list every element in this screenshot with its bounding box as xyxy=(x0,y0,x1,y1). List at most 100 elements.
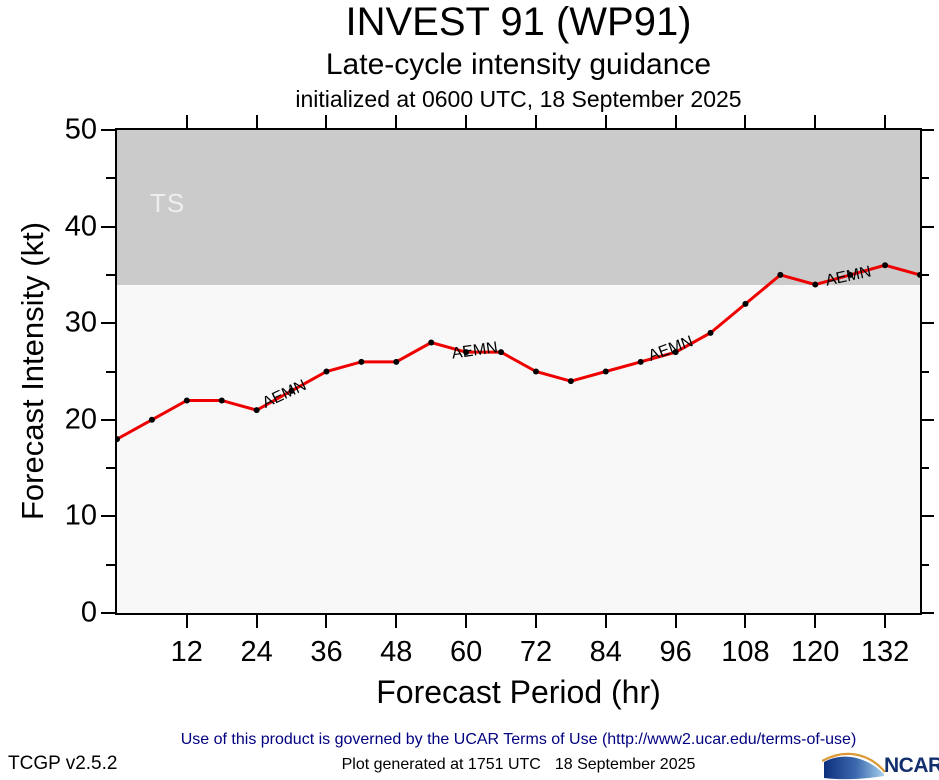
x-axis-title: Forecast Period (hr) xyxy=(376,674,661,710)
y-minor-tick-right xyxy=(920,370,929,373)
version-label: TCGP v2.5.2 xyxy=(8,753,118,774)
x-tick-top xyxy=(604,115,607,128)
data-point-marker xyxy=(777,271,784,278)
series-name-label: AEMN xyxy=(824,263,873,289)
x-tick-top xyxy=(255,115,258,128)
x-tick-bottom xyxy=(884,615,887,628)
y-minor-tick-right xyxy=(920,177,929,180)
x-tick-label: 48 xyxy=(380,636,413,668)
series-name-label: AEMN xyxy=(646,333,695,365)
x-tick-bottom xyxy=(395,615,398,628)
x-tick-top xyxy=(534,115,537,128)
y-tick-right xyxy=(920,418,934,421)
x-tick-label: 96 xyxy=(659,636,692,668)
data-point-marker xyxy=(183,397,190,404)
data-point-marker xyxy=(637,358,644,365)
ts-threshold-band xyxy=(117,130,920,285)
data-point-marker xyxy=(148,416,155,423)
y-tick-left xyxy=(101,322,115,325)
y-tick-label: 30 xyxy=(64,306,97,339)
data-point-marker xyxy=(567,378,574,385)
y-tick-left xyxy=(101,515,115,518)
y-minor-tick-left xyxy=(106,563,115,566)
y-tick-left xyxy=(101,225,115,228)
data-point-marker xyxy=(532,368,539,375)
ts-band-label: TS xyxy=(150,188,186,218)
ncar-logo: NCAR xyxy=(822,742,939,780)
x-tick-bottom xyxy=(814,615,817,628)
y-minor-tick-left xyxy=(106,177,115,180)
y-tick-right xyxy=(920,515,934,518)
init-time-line: initialized at 0600 UTC, 18 September 20… xyxy=(295,86,742,112)
series-name-label: AEMN xyxy=(451,339,499,362)
data-point-marker xyxy=(253,407,260,414)
y-minor-tick-right xyxy=(920,563,929,566)
x-tick-top xyxy=(674,115,677,128)
y-tick-left xyxy=(101,129,115,131)
x-tick-label: 132 xyxy=(860,636,910,668)
y-tick-label: 20 xyxy=(64,403,97,436)
data-point-marker xyxy=(463,349,470,356)
page-title: INVEST 91 (WP91) xyxy=(345,0,692,44)
x-tick-top xyxy=(395,115,398,128)
y-minor-tick-left xyxy=(106,467,115,470)
x-tick-label: 24 xyxy=(240,636,273,668)
data-point-marker xyxy=(742,300,749,307)
data-point-marker xyxy=(917,271,920,278)
data-point-marker xyxy=(847,271,854,278)
data-point-marker xyxy=(358,358,365,365)
generated-date: 18 September 2025 xyxy=(554,756,696,773)
y-minor-tick-left xyxy=(106,370,115,373)
y-tick-left xyxy=(101,418,115,421)
x-tick-top xyxy=(185,115,188,128)
y-tick-right xyxy=(920,322,934,325)
y-minor-tick-right xyxy=(920,467,929,470)
x-tick-bottom xyxy=(604,615,607,628)
data-point-marker xyxy=(498,349,505,356)
terms-of-use-line: Use of this product is governed by the U… xyxy=(180,731,857,748)
y-minor-tick-left xyxy=(106,273,115,276)
x-tick-bottom xyxy=(185,615,188,628)
x-tick-label: 120 xyxy=(791,636,840,668)
generated-timestamp: Plot generated at 1751 UTC 18 September 2… xyxy=(117,756,920,774)
x-tick-top xyxy=(814,115,817,128)
y-tick-label: 0 xyxy=(80,596,97,629)
x-tick-label: 36 xyxy=(310,636,343,668)
y-tick-label: 50 xyxy=(64,113,97,146)
ncar-swoosh-icon xyxy=(822,752,886,780)
series-name-label: AEMN xyxy=(260,377,309,412)
y-tick-right xyxy=(920,225,934,228)
x-tick-bottom xyxy=(534,615,537,628)
x-tick-label: 84 xyxy=(589,636,622,668)
x-tick-top xyxy=(744,115,747,128)
x-tick-label: 12 xyxy=(170,636,203,668)
x-tick-label: 108 xyxy=(721,636,770,668)
data-point-marker xyxy=(393,358,400,365)
y-tick-left xyxy=(101,612,115,614)
data-point-marker xyxy=(602,368,609,375)
x-tick-top xyxy=(884,115,887,128)
y-tick-label: 10 xyxy=(64,499,97,532)
series-line xyxy=(117,263,920,441)
x-tick-bottom xyxy=(325,615,328,628)
x-tick-bottom xyxy=(465,615,468,628)
data-point-marker xyxy=(288,387,295,394)
x-tick-label: 72 xyxy=(519,636,553,668)
data-point-marker xyxy=(428,339,435,346)
data-point-marker xyxy=(707,329,714,336)
x-tick-bottom xyxy=(255,615,258,628)
generated-time: Plot generated at 1751 UTC xyxy=(341,756,541,773)
plot-area: TS AEMN AEMN AEMN AEMN xyxy=(115,128,922,615)
x-tick-bottom xyxy=(744,615,747,628)
y-tick-right xyxy=(920,129,934,131)
page-subtitle: Late-cycle intensity guidance xyxy=(325,48,712,81)
data-point-marker xyxy=(882,262,889,269)
data-point-marker xyxy=(117,436,120,443)
data-point-marker xyxy=(323,368,330,375)
data-point-marker xyxy=(218,397,225,404)
y-axis-title: Forecast Intensity (kt) xyxy=(15,221,50,521)
y-tick-label: 40 xyxy=(64,210,97,243)
x-tick-top xyxy=(465,115,468,128)
x-tick-label: 60 xyxy=(449,636,483,668)
